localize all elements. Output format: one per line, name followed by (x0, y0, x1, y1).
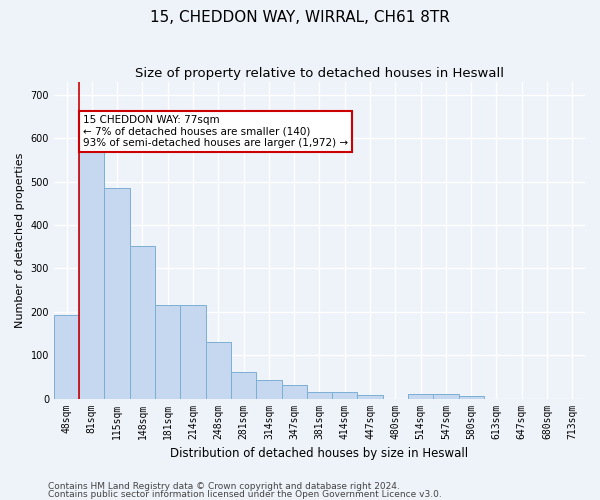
Bar (231, 372, 256, 398)
Bar (104, 188, 130, 398)
Bar (408, 394, 433, 398)
Bar (281, 384, 307, 398)
Bar (155, 305, 181, 398)
Text: Contains HM Land Registry data © Crown copyright and database right 2024.: Contains HM Land Registry data © Crown c… (48, 482, 400, 491)
Bar (307, 392, 332, 398)
Bar (256, 380, 281, 398)
Y-axis label: Number of detached properties: Number of detached properties (15, 152, 25, 328)
Bar (130, 246, 155, 398)
Text: 15, CHEDDON WAY, WIRRAL, CH61 8TR: 15, CHEDDON WAY, WIRRAL, CH61 8TR (150, 10, 450, 25)
X-axis label: Distribution of detached houses by size in Heswall: Distribution of detached houses by size … (170, 447, 469, 460)
Bar (358, 395, 383, 398)
Bar (458, 396, 484, 398)
Bar (181, 305, 206, 398)
Bar (332, 392, 358, 398)
Bar (79, 147, 104, 399)
Text: 15 CHEDDON WAY: 77sqm
← 7% of detached houses are smaller (140)
93% of semi-deta: 15 CHEDDON WAY: 77sqm ← 7% of detached h… (83, 115, 348, 148)
Text: Contains public sector information licensed under the Open Government Licence v3: Contains public sector information licen… (48, 490, 442, 499)
Bar (433, 394, 458, 398)
Bar (206, 342, 231, 398)
Title: Size of property relative to detached houses in Heswall: Size of property relative to detached ho… (135, 68, 504, 80)
Bar (54, 315, 79, 398)
